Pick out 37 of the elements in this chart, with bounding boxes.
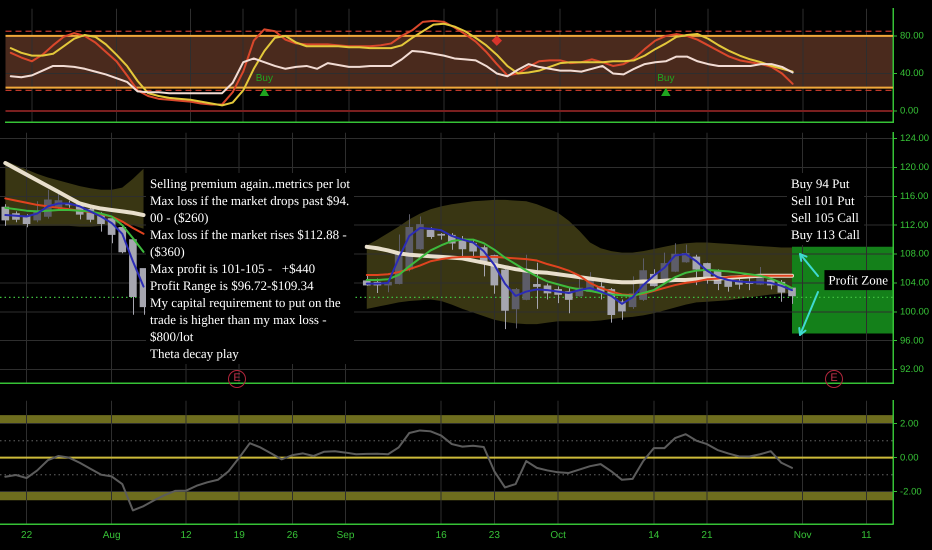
x-tick-label: 26 <box>286 530 298 541</box>
y-tick-label: 104.00 <box>900 278 930 289</box>
y-tick-label: 108.00 <box>900 248 930 260</box>
y-tick-label: 124.00 <box>900 133 930 144</box>
circled-letter-icon: E <box>825 370 843 388</box>
data-label: Buy <box>256 72 273 84</box>
data-label: Buy <box>657 72 674 84</box>
y-tick-label: 40.00 <box>900 68 924 80</box>
y-tick-label: 2.00 <box>900 418 918 430</box>
circled-letter-icon: E <box>228 370 246 388</box>
x-tick-label: 12 <box>180 530 192 541</box>
x-tick-label: Aug <box>102 530 121 541</box>
x-tick-label: 21 <box>701 530 713 541</box>
x-tick-label: 19 <box>234 530 246 541</box>
x-tick-label: 11 <box>861 530 872 541</box>
y-tick-label: 120.00 <box>900 162 930 173</box>
x-tick-label: 14 <box>648 530 660 541</box>
x-tick-label: 22 <box>21 530 33 541</box>
y-tick-label: 0.00 <box>900 106 918 117</box>
band-label: Profit Zone <box>828 272 888 288</box>
text: Selling premium again..metrics per lot Max loss if the market drops past $94. 00 - ($260) Max loss if the market rises $112.88 - ($360) Max profit is 101-105 - +$440 Profit Range is $96.72-$109.34 My capital requirement to put on the trade is higher than my max loss - $800/lot Theta decay play <box>150 176 350 361</box>
y-tick-label: -2.00 <box>900 486 922 498</box>
y-tick-label: 100.00 <box>900 306 930 318</box>
candlestick <box>426 226 434 240</box>
y-tick-label: 116.00 <box>900 190 928 202</box>
x-tick-label: 23 <box>488 530 500 541</box>
y-tick-label: 80.00 <box>900 30 924 42</box>
y-tick-label: 0.00 <box>900 452 918 464</box>
y-tick-label: 96.00 <box>900 335 924 346</box>
x-tick-label: Nov <box>794 530 812 541</box>
x-tick-label: Sep <box>336 530 355 541</box>
annotation: Buy 94 Put Sell 101 Put Sell 105 Call Buy 113 Call <box>787 173 864 245</box>
y-tick-label: 92.00 <box>900 364 924 376</box>
x-tick-label: Oct <box>550 530 566 541</box>
candlestick <box>533 262 541 310</box>
y-tick-label: 112.00 <box>900 220 928 231</box>
x-tick-label: 16 <box>436 530 448 541</box>
